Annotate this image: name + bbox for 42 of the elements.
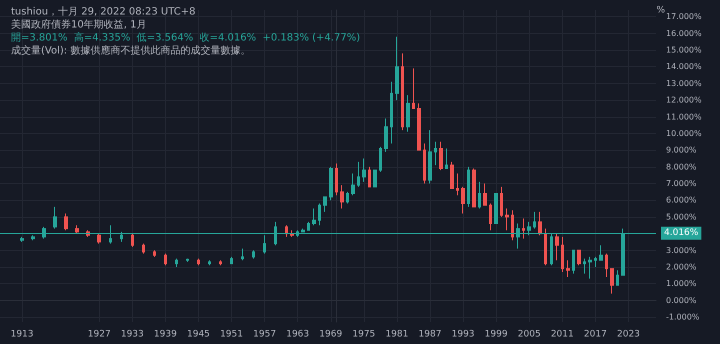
- x-tick-label: 1993: [452, 330, 475, 340]
- x-tick-label: 1963: [286, 330, 310, 340]
- text: 開=3.801% 高=4.335% 低=3.564% 收=4.016% +0.183% (+4.77%): [11, 32, 360, 44]
- y-axis-title: %: [656, 6, 666, 16]
- x-tick-label: 1969: [319, 330, 342, 340]
- y-tick-label: 10.000%: [666, 128, 702, 138]
- y-tick-label: 2.000%: [666, 262, 697, 272]
- x-tick-label: 2005: [518, 330, 541, 340]
- y-tick-label: 3.000%: [666, 246, 697, 255]
- ref-line-label: 4.016%: [664, 228, 699, 238]
- y-tick-label: 0.000%: [666, 296, 697, 305]
- y-tick-label: 8.000%: [666, 162, 697, 172]
- y-tick-label: -1.000%: [666, 312, 700, 322]
- y-tick-label: 1.000%: [666, 279, 697, 288]
- x-tick-label: 1933: [120, 330, 144, 340]
- x-tick-label: 1945: [187, 330, 210, 340]
- annotation: 成交量(Vol): 數據供應商不提供此商品的成交量數據。: [11, 44, 250, 56]
- x-tick-label: 1987: [418, 330, 442, 340]
- x-tick-label: 1951: [220, 330, 243, 340]
- x-tick-label: 2011: [550, 330, 574, 340]
- y-tick-label: 9.000%: [666, 146, 697, 155]
- x-tick-label: 1927: [88, 330, 111, 340]
- y-tick-label: 12.000%: [666, 96, 702, 105]
- y-tick-label: 17.000%: [666, 12, 702, 22]
- annotation: tushiou，十月 29, 2022 08:23 UTC+8: [11, 6, 196, 18]
- x-tick-label: 1999: [484, 330, 508, 340]
- text: 美國政府債券10年期收益, 1月: [11, 18, 146, 30]
- x-tick-label: 2017: [584, 330, 607, 340]
- y-tick-label: 5.000%: [666, 212, 697, 222]
- y-tick-label: 6.000%: [666, 196, 697, 205]
- y-tick-label: 15.000%: [666, 46, 702, 55]
- y-tick-label: 7.000%: [666, 179, 697, 188]
- y-tick-label: 16.000%: [666, 28, 702, 38]
- y-tick-label: 11.000%: [666, 112, 702, 122]
- x-tick-label: 1981: [385, 330, 408, 340]
- x-tick-label: 1939: [154, 330, 178, 340]
- x-tick-label: 2023: [616, 330, 640, 340]
- x-tick-label: 1957: [253, 330, 276, 340]
- y-tick-label: 13.000%: [666, 78, 702, 88]
- x-tick-label: 1913: [10, 330, 34, 340]
- x-tick-label: 1975: [352, 330, 376, 340]
- y-tick-label: 14.000%: [666, 62, 702, 72]
